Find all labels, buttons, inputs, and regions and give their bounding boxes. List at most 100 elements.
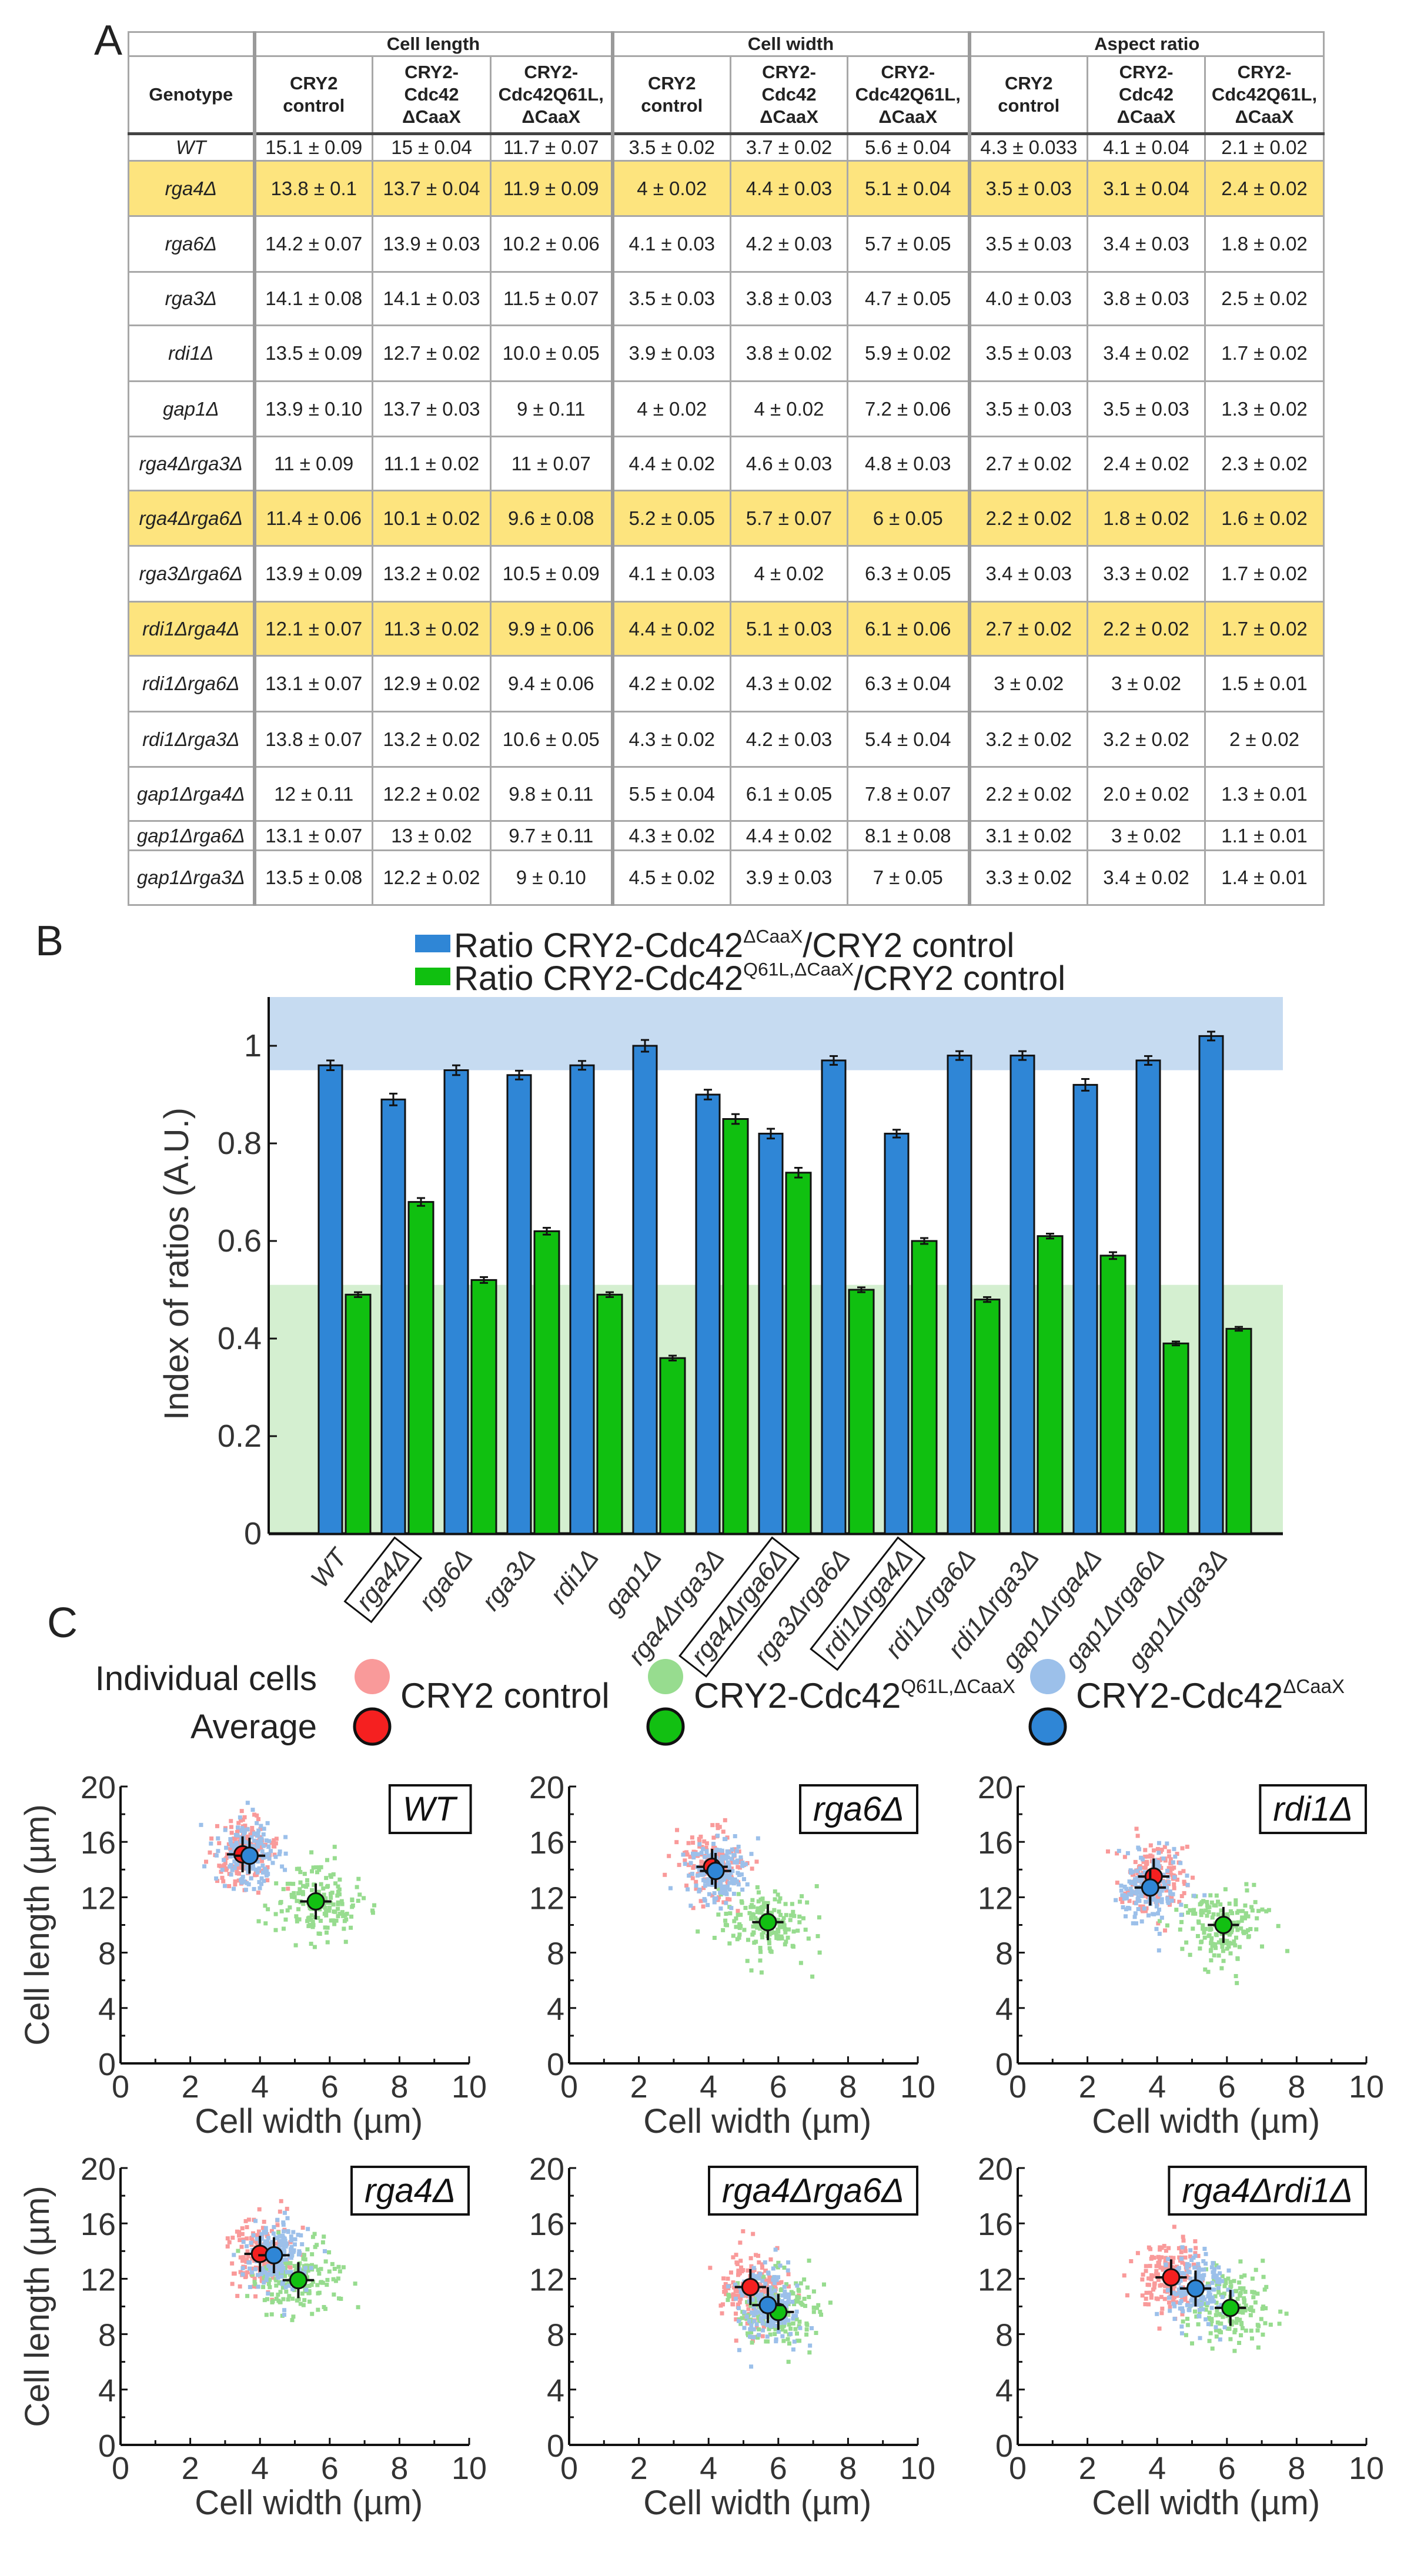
- cell-point: [263, 2246, 268, 2251]
- cell-point: [260, 2236, 265, 2241]
- cell-point: [315, 2283, 320, 2287]
- cell-point: [1199, 2306, 1204, 2311]
- cell-point: [734, 2253, 738, 2257]
- cell-point: [710, 1858, 714, 1863]
- cell-point: [284, 2257, 289, 2262]
- cell-point: [260, 2254, 265, 2259]
- cell-point: [350, 1903, 355, 1908]
- cell-point: [1238, 2292, 1242, 2297]
- cell-point: [336, 1914, 340, 1919]
- cell-point: [1168, 2274, 1172, 2279]
- cell-point: [216, 1849, 220, 1854]
- cell-point: [1208, 2292, 1212, 2297]
- value-cell: 15.1 ± 0.09: [252, 133, 373, 162]
- cell-point: [766, 1934, 770, 1939]
- cell-point: [1202, 2297, 1207, 2302]
- cell-point: [1188, 1952, 1192, 1957]
- cell-point: [1208, 2298, 1212, 2303]
- cell-point: [236, 1821, 241, 1825]
- header-aspect-ratio: Aspect ratio: [967, 31, 1325, 57]
- cell-point: [270, 2272, 275, 2277]
- cell-point: [235, 1833, 240, 1838]
- value-cell: 4.4 ± 0.02: [610, 601, 731, 657]
- cell-point: [1236, 1909, 1241, 1913]
- cell-point: [1235, 1980, 1239, 1985]
- cell-point: [262, 2298, 267, 2303]
- table-row: rga3Δ 14.1 ± 0.08 14.1 ± 0.03 11.5 ± 0.07 3.…: [128, 271, 1325, 326]
- cell-point: [1135, 1888, 1139, 1892]
- cell-point: [327, 2250, 332, 2254]
- cell-point: [244, 1849, 249, 1854]
- cell-point: [727, 1887, 732, 1892]
- cell-point: [1210, 2295, 1215, 2300]
- cell-point: [798, 2281, 803, 2286]
- cell-point: [1148, 1886, 1153, 1891]
- y-tick-label: 20: [529, 1770, 564, 1805]
- cell-point: [782, 2318, 787, 2323]
- cell-point: [1131, 1872, 1136, 1877]
- cell-point: [301, 1902, 306, 1906]
- bar-caax: [632, 1045, 658, 1535]
- cell-point: [781, 2307, 786, 2312]
- cell-point: [1193, 1911, 1198, 1916]
- cell-point: [734, 2296, 738, 2301]
- cell-point: [718, 1891, 723, 1895]
- cell-point: [232, 2253, 236, 2257]
- cell-point: [220, 1866, 225, 1871]
- cell-point: [791, 2313, 796, 2318]
- cell-point: [345, 1911, 349, 1916]
- cell-point: [731, 2294, 736, 2299]
- x-tick-label-group: rga6Δ: [413, 1544, 479, 1616]
- cell-point: [764, 2297, 768, 2301]
- cell-point: [1149, 1875, 1154, 1879]
- cell-point: [1226, 2276, 1231, 2281]
- bar-q61l: [596, 1293, 623, 1535]
- cell-point: [245, 2258, 249, 2263]
- cell-point: [268, 2285, 272, 2290]
- panel-title-box: [799, 1784, 918, 1834]
- cell-point: [1264, 2284, 1269, 2289]
- cell-point: [778, 2299, 783, 2304]
- cell-point: [202, 1864, 207, 1869]
- cell-point: [1124, 1907, 1128, 1912]
- cell-point: [759, 1905, 764, 1910]
- cell-point: [721, 1891, 726, 1896]
- cell-point: [1236, 1920, 1241, 1925]
- cell-point: [781, 2304, 786, 2309]
- cell-point: [1165, 1885, 1169, 1890]
- cell-point: [1211, 2287, 1215, 2292]
- cell-point: [745, 2321, 750, 2326]
- y-tick-label: 4: [98, 2373, 116, 2408]
- cell-point: [718, 1863, 723, 1868]
- sub-header: CRY2- Cdc42Q61L, ΔCaaX: [490, 55, 613, 135]
- cell-point: [735, 2261, 740, 2266]
- cell-point: [283, 2242, 288, 2246]
- value-cell: 3.5 ± 0.02: [610, 133, 731, 162]
- value-cell: 4.3 ± 0.02: [730, 655, 848, 712]
- cell-point: [239, 1851, 243, 1856]
- cell-point: [1229, 1920, 1234, 1925]
- cell-point: [306, 2227, 310, 2232]
- cell-point: [274, 2283, 279, 2288]
- cell-point: [1159, 2311, 1164, 2316]
- cell-point: [272, 2270, 277, 2275]
- cell-point: [266, 2277, 270, 2281]
- cell-point: [310, 1901, 315, 1905]
- cell-point: [1155, 2311, 1159, 2316]
- cell-point: [683, 1862, 687, 1866]
- cell-point: [1180, 1846, 1185, 1851]
- cell-point: [239, 1843, 244, 1848]
- cell-point: [1156, 1897, 1161, 1902]
- cell-point: [349, 1914, 354, 1919]
- cell-point: [781, 2310, 785, 2315]
- cell-point: [269, 2229, 274, 2233]
- cell-point: [296, 2297, 301, 2301]
- cell-point: [721, 2302, 726, 2307]
- cell-point: [1136, 1895, 1141, 1899]
- cell-point: [775, 2294, 780, 2299]
- cell-point: [260, 1838, 265, 1843]
- cell-point: [775, 1927, 780, 1932]
- cell-point: [265, 2256, 270, 2261]
- cell-point: [736, 1892, 741, 1896]
- cell-point: [771, 2325, 775, 2330]
